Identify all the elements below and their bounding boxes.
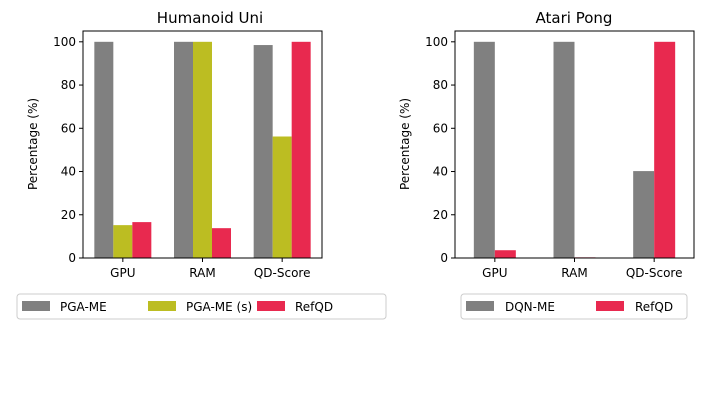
bar-pga-me-ram — [174, 41, 193, 259]
chart-atari-pong: Atari Pong Percentage (%) 0 20 40 60 80 100 GP… — [398, 9, 695, 320]
bar-refqd-gpu — [132, 222, 152, 258]
bar-pga-me-s-gpu — [113, 225, 133, 258]
y-tick-label: 0 — [440, 251, 448, 265]
bar-pga-me-s-ram — [193, 41, 212, 259]
legend-swatch — [22, 301, 50, 311]
bar-refqd-qd-score — [654, 41, 676, 259]
bar-pga-me-s-qd-score — [272, 136, 292, 258]
y-tick-label: 80 — [433, 78, 448, 92]
legend-label: PGA-ME (s) — [186, 300, 252, 314]
bar-pga-me-gpu — [94, 41, 114, 259]
bar-dqn-me-qd-score — [633, 171, 655, 258]
legend-box — [460, 293, 688, 320]
legend-label: RefQD — [635, 300, 673, 314]
bar-refqd-qd-score — [291, 41, 311, 259]
legend-label: PGA-ME — [60, 300, 107, 314]
y-tick-label: 40 — [433, 165, 448, 179]
y-tick-label: 100 — [53, 35, 76, 49]
x-tick-label: RAM — [561, 266, 587, 280]
legend-swatch — [257, 301, 285, 311]
legend-swatch — [596, 301, 624, 311]
bar-pga-me-qd-score — [253, 45, 273, 258]
y-tick-label: 20 — [61, 208, 76, 222]
plot-area: 0 20 40 60 80 100 GPU RAM QD-Score — [425, 30, 695, 280]
chart-humanoid-uni: Humanoid Uni Percentage (%) 0 20 40 60 80 100… — [16, 9, 387, 320]
bar-refqd-ram — [212, 228, 231, 258]
bar-dqn-me-ram — [553, 41, 575, 259]
legend: DQN-ME RefQD — [460, 293, 688, 320]
y-tick-label: 20 — [433, 208, 448, 222]
chart-title: Humanoid Uni — [157, 9, 263, 27]
y-tick-label: 40 — [61, 165, 76, 179]
x-tick-label: RAM — [189, 266, 215, 280]
y-tick-label: 0 — [68, 251, 76, 265]
bar-dqn-me-gpu — [473, 41, 495, 259]
legend-swatch — [148, 301, 176, 311]
chart-title: Atari Pong — [536, 9, 613, 27]
legend-label: DQN-ME — [505, 300, 555, 314]
y-tick-label: 80 — [61, 78, 76, 92]
legend-box — [16, 293, 387, 320]
legend: PGA-ME PGA-ME (s) RefQD — [16, 293, 387, 320]
x-tick-label: QD-Score — [626, 266, 683, 280]
x-tick-label: GPU — [110, 266, 135, 280]
y-tick-label: 60 — [433, 121, 448, 135]
x-tick-label: GPU — [482, 266, 507, 280]
plot-area: 0 20 40 60 80 100 GPU RAM QD-Score — [53, 30, 323, 280]
legend-swatch — [466, 301, 494, 311]
y-axis-label: Percentage (%) — [398, 98, 412, 190]
y-axis-label: Percentage (%) — [26, 98, 40, 190]
bar-refqd-gpu — [494, 250, 516, 258]
legend-label: RefQD — [295, 300, 333, 314]
y-tick-label: 60 — [61, 121, 76, 135]
x-tick-label: QD-Score — [254, 266, 311, 280]
y-tick-label: 100 — [425, 35, 448, 49]
